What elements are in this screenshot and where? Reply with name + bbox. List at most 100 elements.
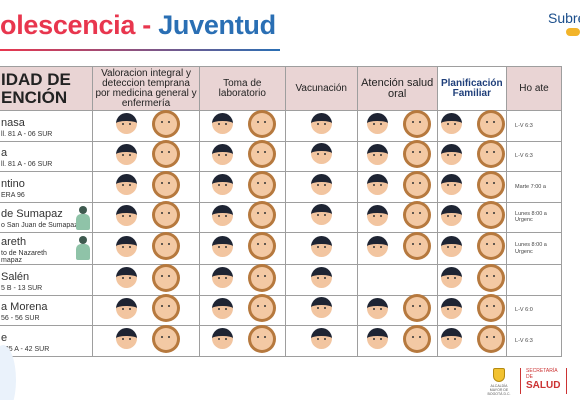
girl-face-icon bbox=[405, 173, 428, 196]
service-cell-laboratorio bbox=[198, 294, 286, 326]
boy-face-icon bbox=[211, 328, 233, 349]
bogota-caption: ALCALDÍA MAYOR DE BOGOTÁ D.C. bbox=[487, 384, 511, 396]
boy-face-icon bbox=[441, 143, 463, 165]
face-group bbox=[211, 235, 273, 258]
footer-divider-2 bbox=[566, 368, 567, 394]
table-row: e 135 A - 42 SUR L-V 6:3 bbox=[0, 325, 562, 357]
face-group bbox=[310, 297, 332, 319]
service-cell-vacunacion bbox=[284, 140, 358, 172]
bogota-logo: ALCALDÍA MAYOR DE BOGOTÁ D.C. bbox=[486, 368, 512, 396]
shield-icon bbox=[493, 368, 505, 382]
face-group bbox=[366, 235, 428, 258]
face-group bbox=[211, 266, 273, 289]
face-group bbox=[115, 327, 177, 350]
boy-face-icon bbox=[366, 328, 388, 349]
boy-face-icon bbox=[115, 235, 137, 257]
girl-face-icon bbox=[405, 297, 428, 319]
unit-cell: ntino ERA 96 bbox=[0, 171, 94, 203]
brand-text: Subre bbox=[548, 10, 580, 26]
unit-address: 135 A - 42 SUR bbox=[1, 345, 50, 353]
girl-face-icon bbox=[250, 112, 273, 135]
service-cell-laboratorio bbox=[198, 325, 286, 357]
boy-face-icon bbox=[441, 235, 463, 257]
face-group bbox=[366, 297, 428, 319]
face-group bbox=[441, 112, 503, 135]
boy-face-icon bbox=[310, 112, 332, 134]
boy-face-icon bbox=[441, 174, 463, 195]
brand-logo-fragment bbox=[566, 28, 580, 36]
girl-face-icon bbox=[480, 266, 503, 289]
boy-face-icon bbox=[211, 297, 233, 319]
title-separator: - bbox=[142, 10, 151, 40]
unit-name: de Sumapaz bbox=[1, 208, 63, 221]
hours-cell: L-V 6:3 bbox=[506, 110, 562, 142]
service-cell-laboratorio bbox=[198, 171, 286, 203]
hours-cell: Marte 7:00 a bbox=[506, 171, 562, 203]
unit-name: Salén bbox=[1, 270, 30, 283]
girl-face-icon bbox=[250, 266, 273, 289]
boy-face-icon bbox=[211, 174, 233, 195]
service-cell-valoracion bbox=[92, 325, 200, 357]
secretaria-big: SALUD bbox=[526, 380, 561, 391]
face-group bbox=[115, 235, 177, 258]
face-group bbox=[366, 204, 428, 226]
boy-face-icon bbox=[441, 204, 463, 226]
girl-face-icon bbox=[480, 143, 503, 165]
service-cell-salud-oral bbox=[356, 110, 438, 142]
service-cell-valoracion bbox=[92, 140, 200, 172]
unit-name: a Morena bbox=[1, 301, 48, 314]
boy-face-icon bbox=[211, 267, 233, 288]
girl-face-icon bbox=[480, 297, 503, 319]
girl-face-icon bbox=[154, 112, 177, 135]
boy-face-icon bbox=[366, 174, 388, 195]
unit-name: ntino bbox=[1, 177, 25, 190]
service-cell-planificacion bbox=[436, 264, 508, 296]
service-cell-planificacion bbox=[436, 110, 508, 142]
face-group bbox=[211, 204, 273, 226]
boy-face-icon bbox=[211, 204, 233, 226]
face-group bbox=[441, 266, 503, 289]
girl-face-icon bbox=[250, 297, 273, 319]
service-cell-planificacion bbox=[436, 201, 508, 233]
boy-face-icon bbox=[115, 174, 137, 195]
girl-face-icon bbox=[480, 204, 503, 226]
unit-address: 5 B - 13 SUR bbox=[1, 284, 43, 292]
boy-face-icon bbox=[366, 113, 388, 134]
unit-address: ll. 81 A - 06 SUR bbox=[1, 161, 53, 169]
boy-face-icon bbox=[441, 113, 463, 134]
boy-face-icon bbox=[310, 266, 332, 288]
service-cell-valoracion bbox=[92, 264, 200, 296]
footer-divider bbox=[520, 368, 521, 394]
hours-cell bbox=[506, 264, 562, 296]
unit-cell: e 135 A - 42 SUR bbox=[0, 325, 94, 357]
title-underline bbox=[0, 49, 280, 51]
girl-face-icon bbox=[405, 327, 428, 350]
service-cell-laboratorio bbox=[198, 110, 286, 142]
boy-face-icon bbox=[441, 267, 463, 288]
girl-face-icon bbox=[405, 235, 428, 258]
boy-face-icon bbox=[441, 328, 463, 349]
boy-face-icon bbox=[310, 327, 332, 349]
service-cell-planificacion bbox=[436, 171, 508, 203]
boy-face-icon bbox=[115, 113, 137, 134]
header-planificacion: Planificación Familiar bbox=[436, 66, 508, 111]
service-cell-laboratorio bbox=[198, 140, 286, 172]
service-cell-vacunacion bbox=[284, 201, 358, 233]
table-row: ntino ERA 96 Marte 7:00 a bbox=[0, 171, 562, 203]
face-group bbox=[211, 112, 273, 135]
boy-face-icon bbox=[310, 235, 332, 257]
boy-face-icon bbox=[115, 297, 137, 319]
service-cell-valoracion bbox=[92, 110, 200, 142]
girl-face-icon bbox=[154, 266, 177, 289]
unit-cell: de Sumapaz o San Juan de Sumapaz bbox=[0, 201, 94, 233]
face-group bbox=[310, 266, 332, 288]
unit-cell: areth to de Nazareth mapaz bbox=[0, 232, 94, 265]
boy-face-icon bbox=[366, 204, 388, 226]
doctor-icon bbox=[76, 236, 91, 262]
face-group bbox=[310, 112, 332, 134]
header-valoracion: Valoracion integral y deteccion temprana… bbox=[92, 66, 200, 111]
service-cell-salud-oral bbox=[356, 201, 438, 233]
title-part2: Juventud bbox=[158, 10, 276, 40]
service-cell-salud-oral bbox=[356, 294, 438, 326]
services-table: IDAD DE ENCIÓN Valoracion integral y dete… bbox=[0, 66, 562, 357]
